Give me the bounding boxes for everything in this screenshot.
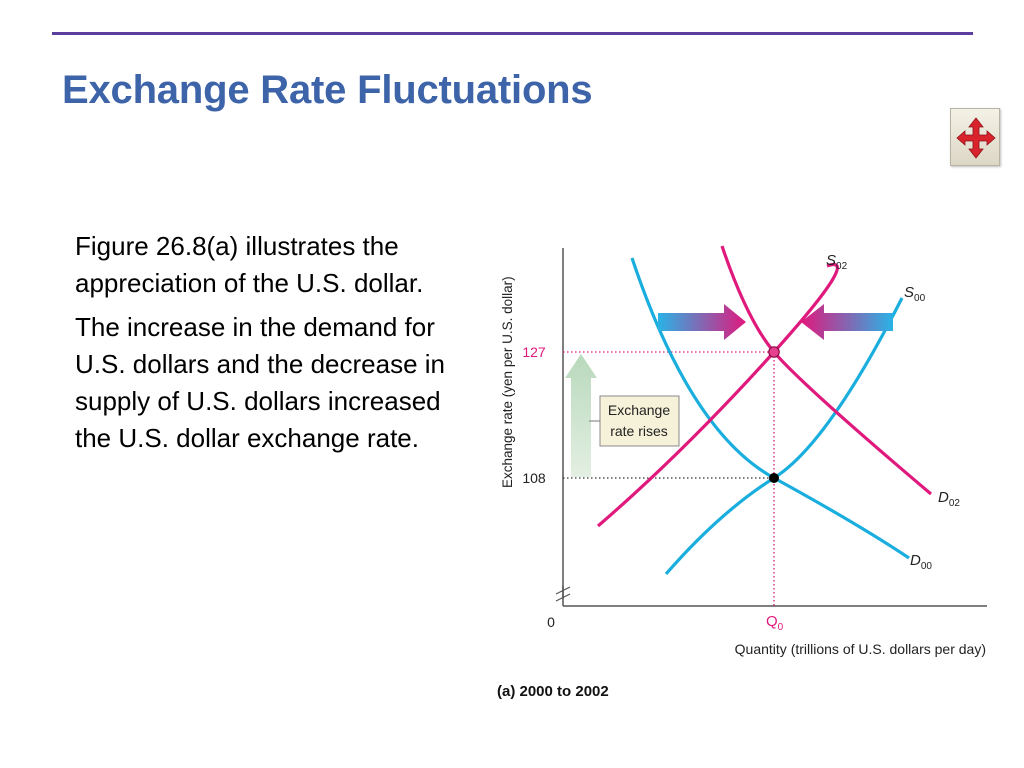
annotation-line-2: rate rises <box>610 423 668 439</box>
rate-rise-arrow <box>565 354 597 477</box>
origin-label: 0 <box>547 614 555 630</box>
demand-shift-arrow <box>658 304 746 340</box>
label-d02: D02 <box>938 489 960 509</box>
chart-caption: (a) 2000 to 2002 <box>497 683 609 700</box>
body-paragraph-1: Figure 26.8(a) illustrates the appreciat… <box>75 231 424 298</box>
label-s00: S00 <box>904 284 926 304</box>
supply-shift-arrow <box>801 304 893 340</box>
body-text: Figure 26.8(a) illustrates the appreciat… <box>75 228 455 464</box>
body-paragraph-2: The increase in the demand for U.S. doll… <box>75 312 445 453</box>
y-axis-label: Exchange rate (yen per U.S. dollar) <box>500 276 515 488</box>
slide-title: Exchange Rate Fluctuations <box>62 68 593 112</box>
supply-curve-2002 <box>596 263 839 528</box>
label-d00: D00 <box>910 552 932 572</box>
x-tick-q0: Q0 <box>766 613 784 633</box>
annotation-line-1: Exchange <box>608 402 670 418</box>
equilibrium-2000 <box>769 473 779 483</box>
demand-curve-2002 <box>720 245 933 496</box>
top-rule <box>52 32 973 35</box>
equilibrium-2002 <box>768 346 780 358</box>
x-axis-label: Quantity (trillions of U.S. dollars per … <box>735 641 986 657</box>
four-way-arrow-icon <box>956 117 996 159</box>
y-tick-127: 127 <box>522 344 546 360</box>
exchange-rate-chart: Exchange rate rises 127 108 0 Q0 S02 S00… <box>497 245 987 700</box>
annotation-box: Exchange rate rises <box>589 395 680 447</box>
axis-break <box>555 586 571 602</box>
navigation-button[interactable] <box>950 108 1000 166</box>
label-s02: S02 <box>826 252 848 272</box>
demand-curve-2000 <box>630 257 910 560</box>
y-tick-108: 108 <box>522 470 546 486</box>
